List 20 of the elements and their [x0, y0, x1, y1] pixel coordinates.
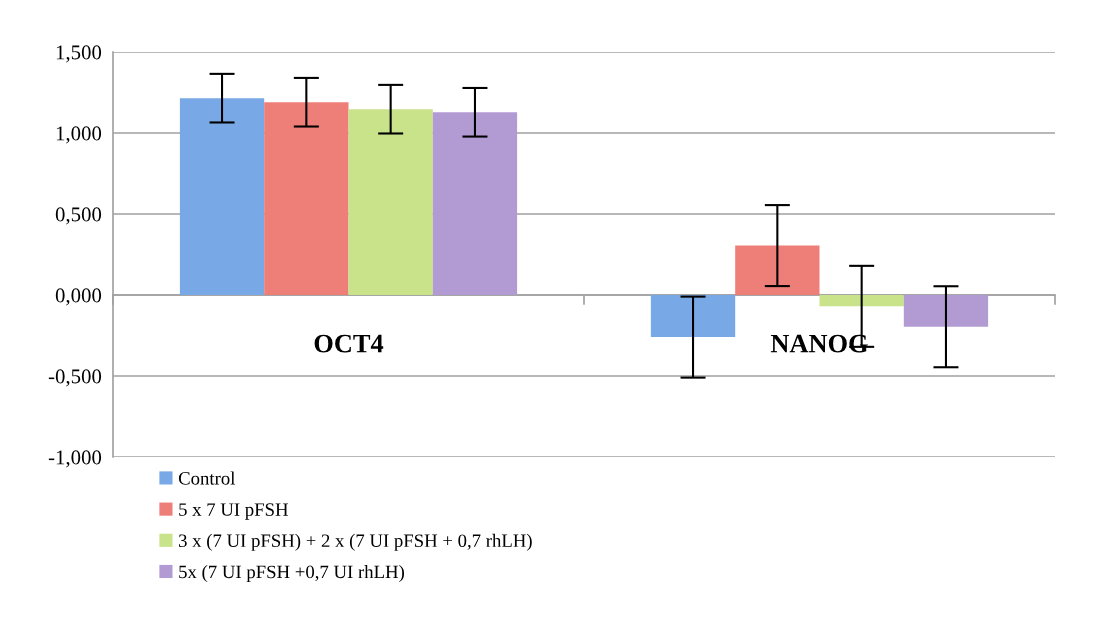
- y-tick-label: 0,000: [55, 288, 102, 306]
- bar: [348, 109, 433, 295]
- bar: [819, 295, 904, 307]
- legend-label: 5x (7 UI pFSH +0,7 UI rhLH): [179, 565, 404, 583]
- y-tick-label: -0,500: [48, 369, 102, 387]
- y-tick-label: 1,500: [56, 45, 102, 63]
- bar: [650, 295, 736, 338]
- bar: [903, 295, 989, 327]
- bar: [735, 245, 820, 295]
- y-tick-label: 0,500: [55, 207, 102, 225]
- y-tick-label: 1,000: [56, 126, 102, 144]
- legend-label: Control: [178, 471, 236, 485]
- legend-label: 3 x (7 UI pFSH) + 2 x (7 UI pFSH + 0,7 rhLH): [179, 533, 532, 551]
- y-tick-label: -1,000: [48, 450, 102, 468]
- bar: [432, 112, 518, 295]
- legend-label: 5 x 7 UI pFSH: [179, 503, 289, 520]
- bar: [264, 102, 349, 295]
- bar: [179, 98, 265, 295]
- x-tick-label: OCT4: [314, 334, 384, 353]
- x-tick-label: NANOG: [770, 334, 868, 353]
